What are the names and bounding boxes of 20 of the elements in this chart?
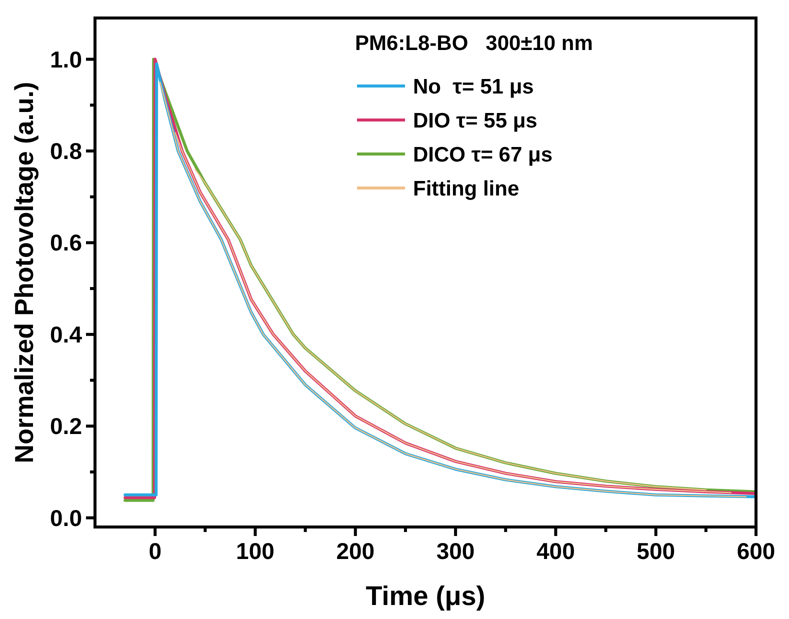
y-axis-title: Normalized Photovoltage (a.u.) (9, 82, 39, 464)
x-tick-label: 200 (336, 538, 375, 564)
y-tick-label: 0.0 (50, 504, 82, 531)
x-tick-label: 600 (736, 538, 776, 564)
x-tick-label: 500 (636, 538, 676, 564)
x-tick-label: 0 (148, 538, 162, 564)
y-tick-label: 1.0 (50, 46, 82, 72)
x-tick-label: 400 (536, 538, 575, 564)
x-tick-label: 300 (436, 538, 475, 564)
legend-label: DICO τ= 67 μs (413, 143, 553, 166)
x-tick-label: 100 (236, 538, 274, 564)
legend-label: Fitting line (413, 177, 520, 200)
y-tick-label: 0.2 (50, 413, 82, 440)
legend-label: DIO τ= 55 μs (413, 109, 538, 132)
y-tick-label: 0.8 (50, 138, 82, 164)
x-axis-title: Time (μs) (366, 581, 486, 611)
y-tick-label: 0.4 (50, 321, 82, 348)
y-tick-label: 0.6 (50, 230, 82, 256)
legend-title: PM6:L8-BO 300±10 nm (355, 32, 593, 55)
legend-label: No τ= 51 μs (413, 75, 534, 98)
